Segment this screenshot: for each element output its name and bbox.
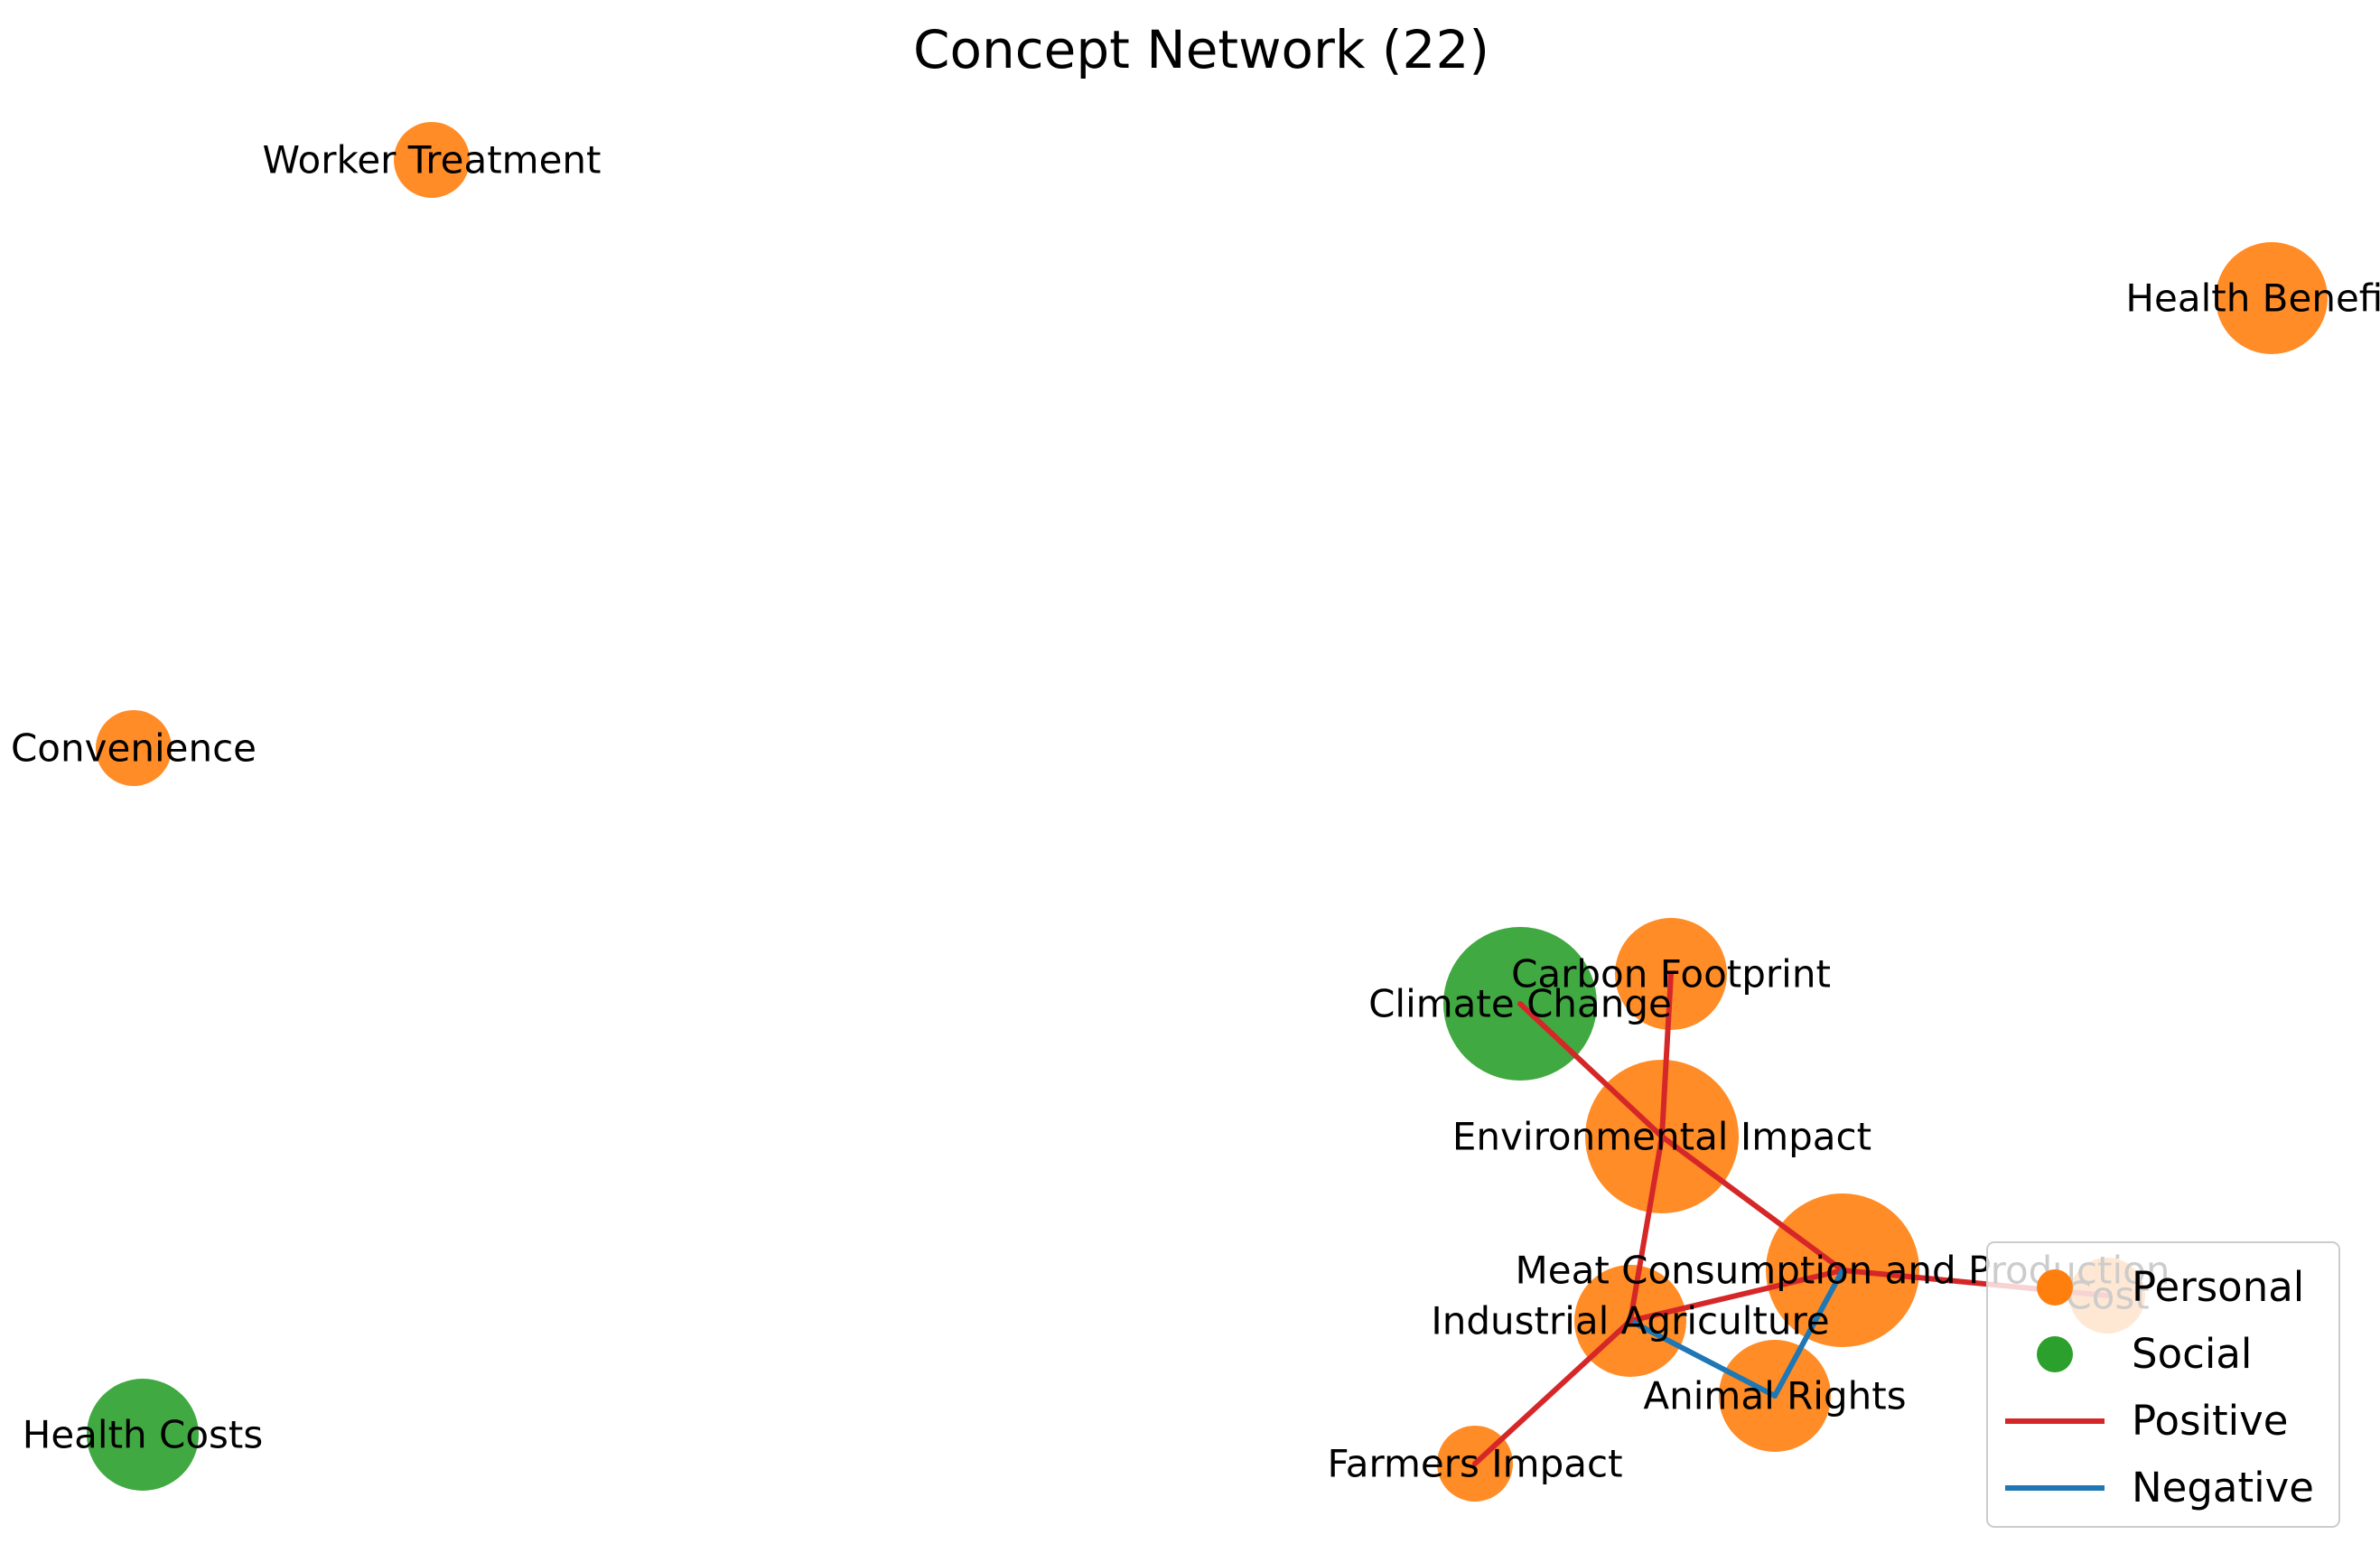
legend-label-negative: Negative [2132, 1464, 2314, 1512]
node-label-industrial-agriculture: Industrial Agriculture [1431, 1299, 1829, 1343]
edge-carbon-footprint-to-environmental-impact [1659, 971, 1674, 1139]
node-label-environmental-impact: Environmental Impact [1452, 1115, 1871, 1159]
node-convenience[interactable] [96, 710, 172, 786]
legend-label-social: Social [2132, 1330, 2252, 1378]
node-health-costs[interactable] [87, 1379, 199, 1491]
edge-meat-consumption-to-animal-rights [1772, 1268, 1845, 1399]
chart-title: Concept Network (22) [913, 19, 1489, 80]
node-label-convenience: Convenience [11, 726, 257, 771]
node-label-health-benefits: Health Benefits [2125, 276, 2380, 321]
labels-layer: Worker Treatment Health Benefits Convenien… [11, 138, 2380, 1486]
legend-label-positive: Positive [2132, 1397, 2288, 1445]
legend-label-personal: Personal [2132, 1263, 2304, 1311]
node-label-worker-treatment: Worker Treatment [262, 138, 601, 183]
node-label-carbon-footprint: Carbon Footprint [1511, 952, 1831, 997]
node-label-farmers-impact: Farmers Impact [1327, 1442, 1622, 1486]
edge-industrial-agriculture-to-farmers-impact [1472, 1318, 1633, 1466]
edges-layer [1472, 971, 2110, 1466]
edge-climate-change-to-environmental-impact [1517, 1001, 1665, 1139]
legend-marker-personal [2037, 1269, 2073, 1306]
edge-environmental-impact-to-industrial-agriculture [1628, 1134, 1665, 1324]
node-label-health-costs: Health Costs [23, 1413, 264, 1457]
edge-meat-consumption-to-industrial-agriculture [1628, 1268, 1845, 1324]
node-label-climate-change: Climate Change [1368, 982, 1672, 1026]
node-worker-treatment[interactable] [394, 122, 470, 198]
node-label-animal-rights: Animal Rights [1643, 1374, 1906, 1418]
legend-box [1986, 1241, 2340, 1528]
legend: Personal Social Positive Negative [1986, 1241, 2340, 1528]
edge-environmental-impact-to-meat-consumption [1659, 1134, 1845, 1273]
legend-marker-social [2037, 1336, 2073, 1372]
node-health-benefits[interactable] [2216, 242, 2328, 354]
edge-industrial-agriculture-to-animal-rights [1628, 1318, 1778, 1399]
